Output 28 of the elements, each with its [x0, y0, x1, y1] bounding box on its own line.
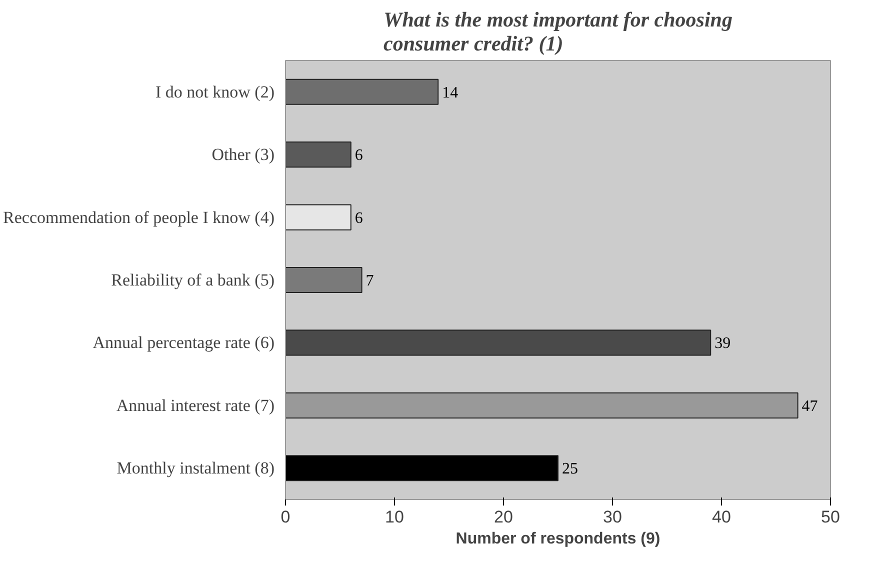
bar [286, 204, 352, 230]
bar [286, 455, 558, 482]
data-label: 6 [354, 210, 363, 227]
x-axis-title: Number of respondents (9) [456, 530, 660, 548]
x-tick-label: 30 [603, 508, 622, 526]
y-tick-label: Reliability of a bank (5) [111, 270, 274, 290]
data-label: 6 [354, 147, 363, 164]
x-tick-label: 20 [494, 508, 513, 526]
y-tick-label: Annual interest rate (7) [116, 396, 275, 415]
x-tick-label: 10 [385, 508, 404, 526]
data-label: 47 [802, 398, 818, 415]
x-tick-label: 50 [821, 508, 840, 526]
bar [286, 142, 352, 168]
x-tick-label: 40 [712, 508, 731, 526]
y-tick-label: Annual percentage rate (6) [92, 333, 275, 352]
bar [286, 266, 362, 294]
data-label: 25 [562, 460, 578, 478]
data-label: 7 [366, 272, 374, 290]
y-tick-label: Monthly instalment (8) [116, 458, 275, 478]
y-tick-label: Other (3) [212, 145, 274, 164]
chart-title: What is the most important for choosing consumer credit? (1) [384, 8, 732, 56]
data-label: 39 [714, 335, 731, 352]
y-tick-label: Reccommendation of people I know (4) [3, 208, 275, 227]
bar [286, 330, 712, 356]
x-tick-label: 0 [280, 508, 290, 526]
y-tick-label: I do not know (2) [156, 82, 274, 102]
bar [286, 78, 439, 105]
data-label: 14 [442, 84, 458, 102]
